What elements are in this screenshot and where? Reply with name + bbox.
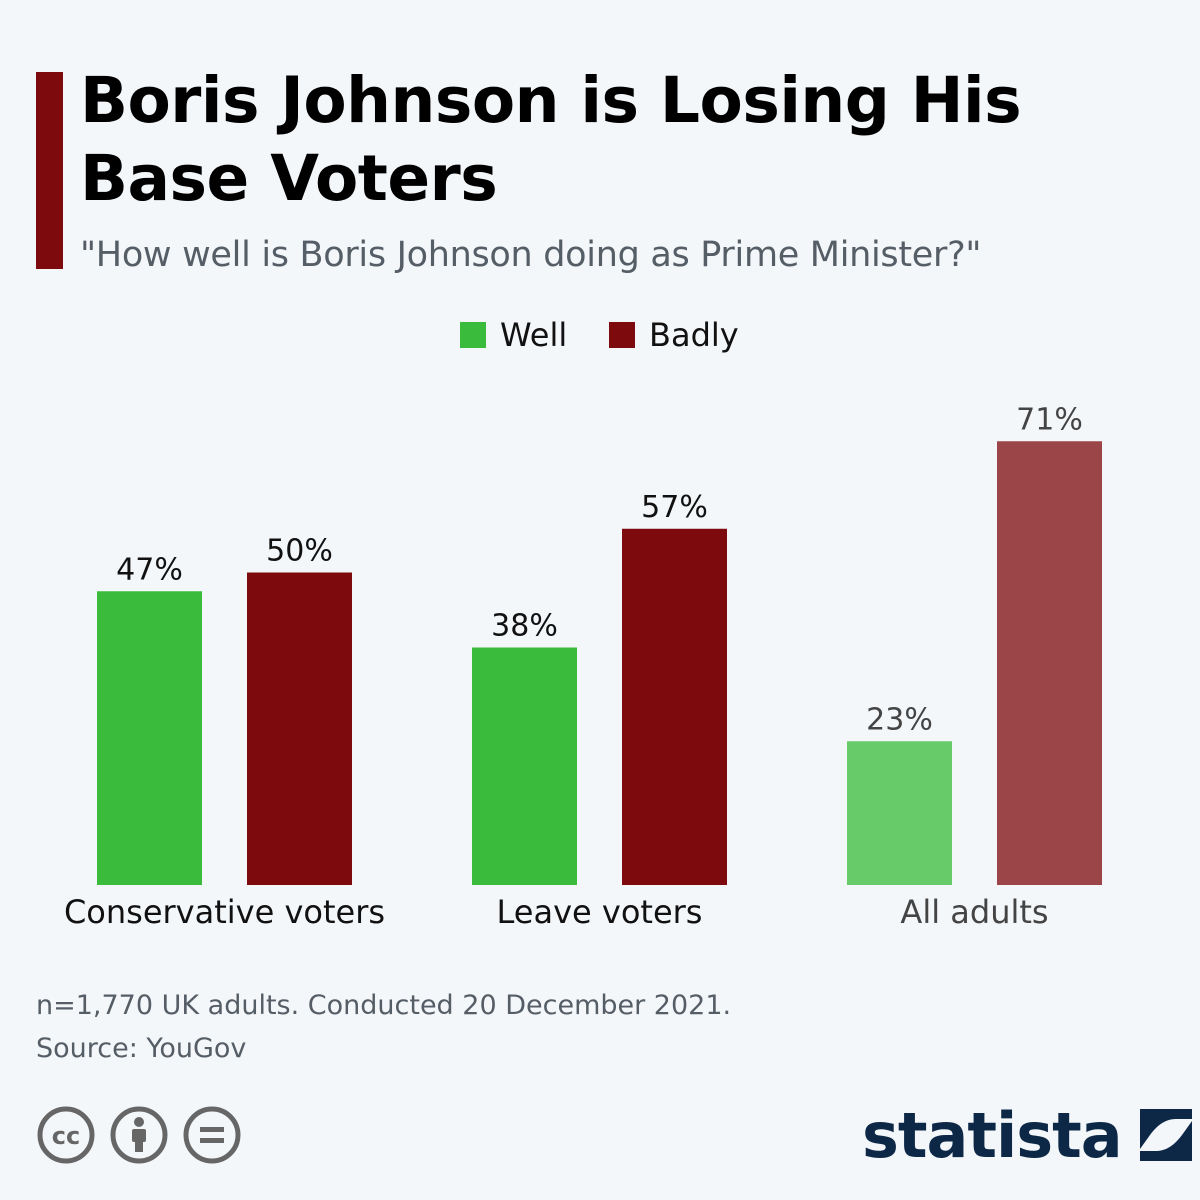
data-label-leave-voters-badly: 57% bbox=[641, 490, 708, 525]
legend-swatch-badly bbox=[609, 322, 635, 348]
category-label-leave-voters: Leave voters bbox=[497, 893, 703, 931]
source-note: Source: YouGov bbox=[36, 1033, 247, 1064]
legend-label-well: Well bbox=[500, 316, 568, 354]
statista-logo-icon bbox=[1139, 1109, 1192, 1161]
bar-all-adults-well bbox=[847, 741, 952, 885]
title-accent-bar bbox=[36, 72, 63, 269]
category-label-conservative-voters: Conservative voters bbox=[64, 893, 385, 931]
category-label-all-adults: All adults bbox=[900, 893, 1048, 931]
bar-all-adults-badly bbox=[997, 441, 1102, 885]
legend-label-badly: Badly bbox=[649, 316, 739, 354]
bar-conservative-voters-well bbox=[97, 591, 202, 885]
license-icons: cc bbox=[37, 1106, 241, 1164]
bar-leave-voters-well bbox=[472, 647, 577, 885]
legend: Well Badly bbox=[0, 315, 1200, 355]
data-label-all-adults-well: 23% bbox=[866, 702, 933, 737]
bar-leave-voters-badly bbox=[622, 528, 727, 885]
data-label-leave-voters-well: 38% bbox=[491, 609, 558, 644]
attribution-icon bbox=[110, 1106, 168, 1164]
brand-name: statista bbox=[862, 1098, 1123, 1172]
legend-item-well: Well bbox=[460, 315, 567, 355]
chart-title: Boris Johnson is Losing His Base Voters bbox=[80, 64, 1022, 215]
data-label-all-adults-badly: 71% bbox=[1016, 402, 1083, 437]
data-label-conservative-voters-well: 47% bbox=[116, 552, 183, 587]
no-derivatives-icon bbox=[183, 1106, 241, 1164]
survey-note: n=1,770 UK adults. Conducted 20 December… bbox=[36, 990, 732, 1021]
data-label-conservative-voters-badly: 50% bbox=[266, 534, 333, 569]
legend-item-badly: Badly bbox=[609, 315, 739, 355]
chart-subtitle: "How well is Boris Johnson doing as Prim… bbox=[80, 235, 982, 275]
legend-swatch-well bbox=[460, 322, 486, 348]
bar-conservative-voters-badly bbox=[247, 572, 352, 885]
svg-text:cc: cc bbox=[52, 1122, 80, 1150]
creative-commons-icon: cc bbox=[37, 1106, 95, 1164]
statista-brand: statista bbox=[862, 1095, 1196, 1175]
bar-chart: 47% 50% Conservative voters 38% 57% Leave vot… bbox=[64, 402, 1102, 931]
